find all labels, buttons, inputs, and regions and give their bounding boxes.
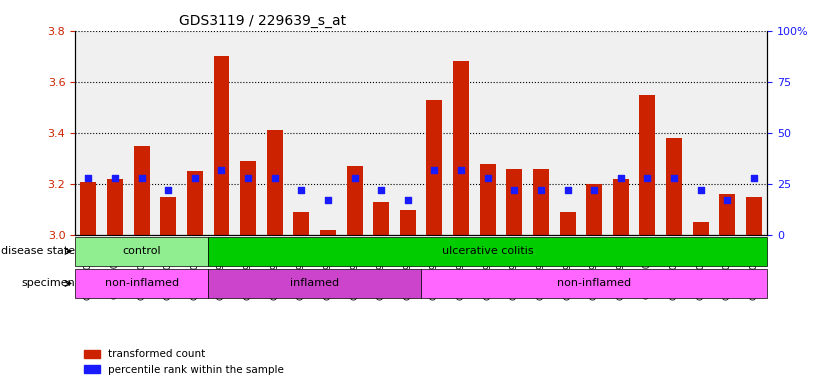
Text: specimen: specimen bbox=[22, 278, 75, 288]
Point bbox=[641, 175, 654, 181]
Bar bbox=[426, 100, 443, 235]
Bar bbox=[640, 94, 656, 235]
Bar bbox=[693, 222, 709, 235]
Bar bbox=[187, 171, 203, 235]
Point bbox=[268, 175, 281, 181]
Point bbox=[401, 197, 414, 204]
Bar bbox=[586, 184, 602, 235]
Point bbox=[215, 167, 229, 173]
Text: inflamed: inflamed bbox=[290, 278, 339, 288]
Point bbox=[694, 187, 707, 193]
Bar bbox=[133, 146, 149, 235]
Text: non-inflamed: non-inflamed bbox=[557, 278, 631, 288]
FancyBboxPatch shape bbox=[208, 269, 421, 298]
Bar bbox=[666, 138, 682, 235]
Bar bbox=[214, 56, 229, 235]
Point bbox=[162, 187, 175, 193]
Point bbox=[374, 187, 388, 193]
Legend: transformed count, percentile rank within the sample: transformed count, percentile rank withi… bbox=[80, 345, 289, 379]
Bar bbox=[267, 131, 283, 235]
Point bbox=[587, 187, 600, 193]
Bar bbox=[374, 202, 389, 235]
Point bbox=[428, 167, 441, 173]
Point bbox=[242, 175, 255, 181]
Bar bbox=[533, 169, 549, 235]
Bar bbox=[560, 212, 575, 235]
Point bbox=[747, 175, 761, 181]
Bar bbox=[80, 182, 97, 235]
Point bbox=[188, 175, 202, 181]
Point bbox=[614, 175, 627, 181]
Point bbox=[82, 175, 95, 181]
FancyBboxPatch shape bbox=[208, 237, 767, 266]
Text: control: control bbox=[123, 246, 161, 256]
Text: GDS3119 / 229639_s_at: GDS3119 / 229639_s_at bbox=[178, 14, 346, 28]
FancyBboxPatch shape bbox=[421, 269, 767, 298]
Point bbox=[455, 167, 468, 173]
Bar bbox=[240, 161, 256, 235]
Bar bbox=[613, 179, 629, 235]
Point bbox=[508, 187, 521, 193]
Bar bbox=[107, 179, 123, 235]
Bar bbox=[320, 230, 336, 235]
FancyBboxPatch shape bbox=[75, 269, 208, 298]
Point bbox=[535, 187, 548, 193]
Bar bbox=[480, 164, 495, 235]
FancyBboxPatch shape bbox=[75, 237, 208, 266]
Bar bbox=[746, 197, 762, 235]
Bar bbox=[506, 169, 522, 235]
Text: non-inflamed: non-inflamed bbox=[104, 278, 178, 288]
Bar bbox=[399, 210, 416, 235]
Point bbox=[481, 175, 495, 181]
Bar bbox=[453, 61, 469, 235]
Text: disease state: disease state bbox=[1, 246, 75, 256]
Point bbox=[667, 175, 681, 181]
Point bbox=[294, 187, 308, 193]
Text: ulcerative colitis: ulcerative colitis bbox=[442, 246, 534, 256]
Bar bbox=[347, 166, 363, 235]
Bar bbox=[720, 194, 736, 235]
Point bbox=[321, 197, 334, 204]
Point bbox=[135, 175, 148, 181]
Point bbox=[721, 197, 734, 204]
Bar bbox=[160, 197, 176, 235]
Point bbox=[348, 175, 361, 181]
Point bbox=[561, 187, 575, 193]
Point bbox=[108, 175, 122, 181]
Bar bbox=[294, 212, 309, 235]
